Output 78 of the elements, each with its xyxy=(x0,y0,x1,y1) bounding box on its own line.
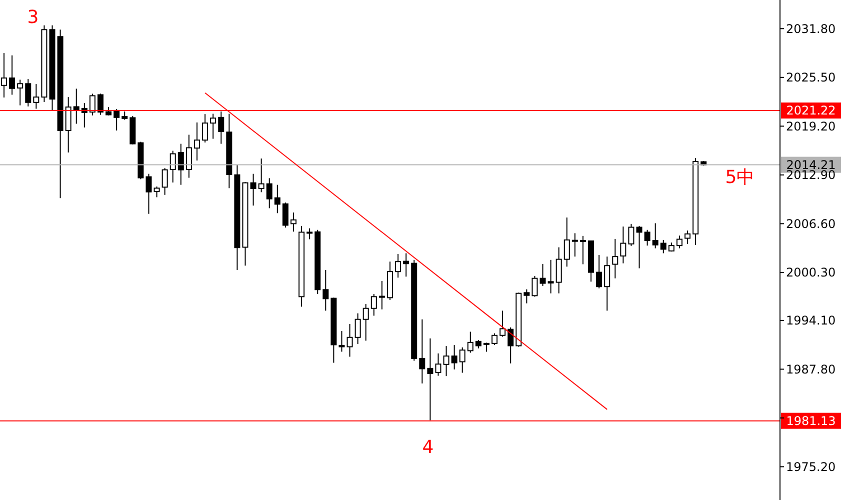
candlestick xyxy=(652,222,658,249)
candlestick xyxy=(33,84,40,110)
candlestick xyxy=(403,252,410,278)
candlestick xyxy=(572,232,578,258)
candlestick xyxy=(620,226,626,264)
candlestick xyxy=(346,323,353,358)
candlestick xyxy=(427,338,434,421)
candlestick xyxy=(178,143,184,186)
candlestick xyxy=(218,110,224,144)
candlestick xyxy=(354,312,361,345)
candlestick xyxy=(250,173,256,206)
candlestick xyxy=(435,352,442,376)
candlestick xyxy=(564,216,570,268)
candlestick xyxy=(202,114,208,143)
candlestick xyxy=(548,259,554,294)
ref-line-label: 1981.13 xyxy=(786,414,836,428)
annotation: 5中 xyxy=(725,167,755,188)
candlestick xyxy=(170,150,176,184)
candlestick xyxy=(282,202,288,228)
candlestick xyxy=(459,346,466,374)
candlestick xyxy=(604,256,610,312)
y-tick-label: 1975.20 xyxy=(786,460,836,474)
y-tick-label: 2000.30 xyxy=(786,266,836,280)
candlestick xyxy=(628,223,634,246)
candlestick xyxy=(210,113,216,140)
candlestick xyxy=(660,239,666,254)
candlestick xyxy=(338,330,345,352)
candlestick xyxy=(378,280,385,310)
candlestick xyxy=(362,304,369,342)
candlestick xyxy=(154,186,160,198)
y-tick-label: 2019.20 xyxy=(786,119,836,134)
annotation: 4 xyxy=(422,437,434,458)
candlestick xyxy=(467,331,474,354)
candlestick xyxy=(540,263,546,286)
candlestick xyxy=(25,78,32,107)
candlestick xyxy=(684,230,691,244)
candlestick xyxy=(508,326,514,364)
y-tick-label: 1994.10 xyxy=(786,314,836,328)
candlestick xyxy=(492,332,498,346)
y-tick-label: 2006.60 xyxy=(786,216,836,231)
candlestick xyxy=(532,275,538,298)
candlestick xyxy=(451,344,458,370)
candlestick xyxy=(73,88,80,124)
candlestick xyxy=(676,235,682,249)
candlestick xyxy=(395,253,402,278)
y-tick-label: 2025.50 xyxy=(786,70,836,85)
y-tick-label: 2031.80 xyxy=(786,22,836,36)
candlestick xyxy=(636,225,642,269)
candlestick xyxy=(274,184,280,214)
candlestick xyxy=(97,93,104,116)
candlestick xyxy=(306,228,313,240)
candlestick xyxy=(322,269,329,312)
candlestick xyxy=(89,93,96,116)
candlestick xyxy=(524,288,530,304)
candlestick xyxy=(17,79,24,106)
candlestick xyxy=(186,134,192,178)
candlestick xyxy=(443,346,450,377)
candlestick xyxy=(266,178,272,209)
candlestick xyxy=(596,254,602,289)
candlestick xyxy=(114,108,120,131)
y-tick-label: 1987.80 xyxy=(786,362,836,376)
y-tick-label: 2012.90 xyxy=(786,168,836,182)
candlestick xyxy=(146,173,152,214)
candlestick xyxy=(162,168,168,196)
candlestick xyxy=(65,96,72,153)
candlestick xyxy=(556,246,562,294)
candlestick xyxy=(419,318,426,384)
candlestick xyxy=(612,238,618,279)
annotation: 3 xyxy=(27,7,39,28)
candlestick xyxy=(644,229,650,246)
candlestick xyxy=(500,310,506,338)
candlestick xyxy=(258,158,264,193)
ref-line-label: 2021.22 xyxy=(786,104,836,118)
candlestick xyxy=(290,212,296,232)
candlestick xyxy=(370,293,377,316)
candlestick xyxy=(194,122,200,162)
candlestick xyxy=(9,54,16,96)
candlestick xyxy=(580,235,586,265)
